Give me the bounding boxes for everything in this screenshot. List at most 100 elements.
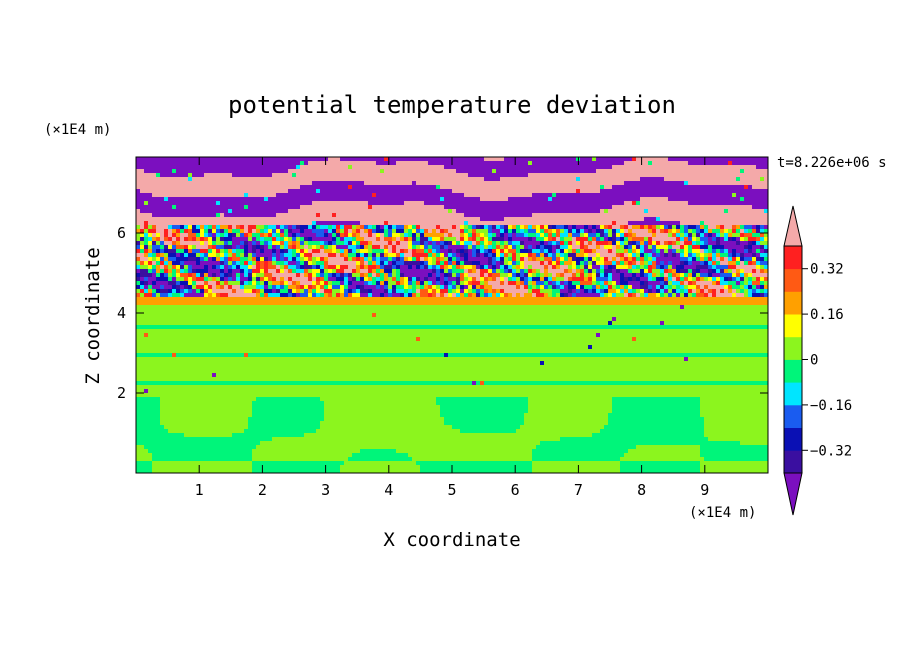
contour-cell	[492, 249, 497, 254]
contour-cell	[604, 285, 609, 290]
contour-cell	[740, 177, 761, 182]
contour-cell	[552, 261, 557, 266]
contour-cell	[388, 281, 397, 286]
contour-cell	[388, 261, 393, 266]
contour-cell	[180, 273, 189, 278]
contour-cell	[608, 277, 613, 282]
contour-cell	[500, 281, 505, 286]
contour-cell	[388, 277, 393, 282]
contour-cell	[420, 277, 425, 282]
contour-cell	[588, 345, 593, 350]
contour-cell	[580, 281, 593, 286]
contour-cell	[260, 293, 265, 298]
y-axis-ticks: 246	[117, 224, 768, 402]
contour-cell	[700, 225, 705, 230]
contour-cell	[152, 225, 157, 230]
contour-cell	[420, 265, 425, 270]
contour-cell	[252, 257, 257, 262]
contour-cell	[512, 257, 517, 262]
contour-cell	[256, 289, 261, 294]
contour-cell	[724, 285, 729, 290]
contour-cell	[324, 241, 329, 246]
contour-cell	[208, 245, 213, 250]
contour-cell	[296, 253, 301, 258]
contour-cell	[476, 277, 481, 282]
contour-cell	[764, 237, 768, 242]
contour-cell	[324, 257, 329, 262]
contour-cell	[184, 225, 189, 230]
contour-cell	[204, 237, 209, 242]
contour-cell	[176, 353, 245, 358]
contour-cell	[472, 253, 477, 258]
contour-cell	[280, 229, 285, 234]
contour-cell	[692, 249, 701, 254]
contour-cell	[216, 273, 221, 278]
contour-cell	[232, 277, 237, 282]
contour-cell	[544, 245, 553, 250]
contour-cell	[368, 265, 377, 270]
contour-cell	[440, 285, 445, 290]
contour-cell	[588, 233, 597, 238]
contour-cell	[748, 245, 753, 250]
contour-cell	[624, 237, 629, 242]
contour-cell	[544, 229, 549, 234]
contour-cell	[456, 257, 461, 262]
contour-cell	[664, 293, 669, 298]
contour-cell	[484, 281, 489, 286]
contour-cell	[688, 289, 693, 294]
contour-cell	[312, 293, 317, 298]
contour-cell	[752, 261, 757, 266]
contour-cell	[216, 233, 221, 238]
contour-cell	[480, 217, 505, 222]
contour-cell	[208, 281, 217, 286]
contour-cell	[356, 225, 361, 230]
contour-cell	[580, 265, 585, 270]
contour-cell	[668, 249, 673, 254]
contour-cell	[348, 257, 353, 262]
contour-cell	[760, 281, 765, 286]
contour-cell	[432, 269, 437, 274]
contour-cell	[556, 233, 561, 238]
contour-cell	[536, 237, 545, 242]
contour-cell	[136, 209, 141, 214]
contour-cell	[160, 249, 165, 254]
contour-cell	[228, 225, 233, 230]
contour-cell	[680, 285, 685, 290]
contour-cell	[636, 289, 641, 294]
contour-cell	[744, 281, 749, 286]
contour-cell	[656, 265, 661, 270]
contour-cell	[284, 269, 289, 274]
contour-cell	[360, 233, 369, 238]
contour-cell	[716, 233, 721, 238]
contour-cell	[612, 269, 617, 274]
contour-cell	[392, 269, 397, 274]
contour-cell	[452, 425, 521, 430]
contour-cell	[468, 229, 473, 234]
contour-cell	[316, 281, 321, 286]
contour-cell	[708, 285, 725, 290]
contour-cell	[552, 233, 557, 238]
contour-cell	[308, 225, 313, 230]
contour-cell	[392, 289, 397, 294]
contour-cell	[172, 205, 177, 210]
contour-cell	[692, 257, 697, 262]
contour-cell	[576, 273, 581, 278]
contour-cell	[396, 237, 401, 242]
contour-cell	[740, 441, 768, 446]
contour-cell	[180, 289, 185, 294]
contour-cell	[208, 253, 217, 258]
contour-cell	[680, 249, 685, 254]
contour-cell	[352, 237, 357, 242]
contour-cell	[276, 257, 281, 262]
contour-cell	[652, 257, 657, 262]
contour-cell	[656, 249, 661, 254]
contour-cell	[516, 253, 521, 258]
contour-cell	[192, 285, 197, 290]
contour-cell	[540, 289, 553, 294]
contour-cell	[488, 261, 493, 266]
contour-cell	[356, 233, 361, 238]
contour-cell	[700, 245, 709, 250]
contour-cell	[136, 385, 768, 390]
contour-cell	[316, 429, 461, 434]
contour-cell	[708, 273, 713, 278]
